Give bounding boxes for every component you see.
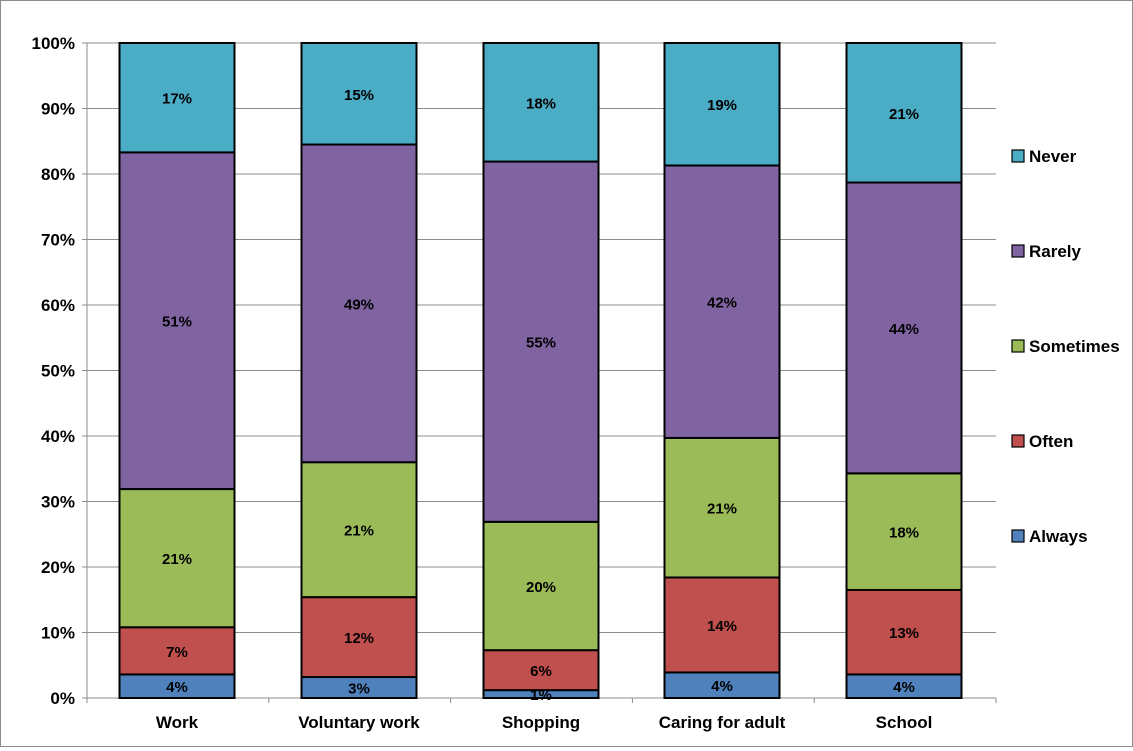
bars: 4% 7% 21% 51% 17% 3% 12% 21% 49% 15% 1% 6% 20% 55% 18%… (118, 42, 963, 704)
data-label: 21% (889, 106, 919, 123)
data-label: 19% (707, 97, 737, 114)
data-label: 17% (162, 91, 192, 108)
bar-segment-often (663, 576, 781, 674)
y-tick-label: 20% (41, 558, 75, 577)
bar-segment-often (482, 649, 600, 692)
data-label: 4% (893, 679, 915, 696)
bar-segment-often (300, 596, 418, 679)
bar-segment-rarely (845, 181, 963, 475)
bar-segment-sometimes (845, 472, 963, 591)
data-label: 51% (162, 314, 192, 331)
data-label: 21% (162, 551, 192, 568)
y-tick-label: 50% (41, 362, 75, 381)
legend-swatch-always (1011, 529, 1025, 543)
data-label: 18% (889, 525, 919, 542)
legend-swatch-rarely (1011, 244, 1025, 258)
data-label: 4% (166, 679, 188, 696)
data-label: 4% (711, 678, 733, 695)
x-tick-label: School (876, 713, 933, 732)
bar-segment-sometimes (300, 461, 418, 599)
data-label: 6% (530, 663, 552, 680)
legend-swatch-never (1011, 149, 1025, 163)
y-tick-label: 80% (41, 165, 75, 184)
y-tick-label: 40% (41, 427, 75, 446)
bar-segment-never (300, 42, 418, 146)
legend-label-sometimes: Sometimes (1029, 337, 1120, 356)
x-tick-label: Caring for adult (659, 713, 786, 732)
data-label: 7% (166, 644, 188, 661)
bar-segment-never (845, 42, 963, 184)
y-tick-label: 30% (41, 493, 75, 512)
data-label: 20% (526, 579, 556, 596)
legend-label-rarely: Rarely (1029, 242, 1082, 261)
y-tick-label: 10% (41, 624, 75, 643)
data-label: 42% (707, 295, 737, 312)
x-tick-label: Voluntary work (298, 713, 420, 732)
bar-segment-sometimes (118, 488, 236, 629)
data-label: 3% (348, 681, 370, 698)
data-label: 18% (526, 95, 556, 112)
x-tick-label: Shopping (502, 713, 580, 732)
data-label: 12% (344, 630, 374, 647)
data-label: 21% (707, 501, 737, 518)
data-label: 21% (344, 523, 374, 540)
data-label: 49% (344, 296, 374, 313)
bar-segment-sometimes (663, 436, 781, 579)
data-label: 15% (344, 87, 374, 104)
y-tick-label: 90% (41, 100, 75, 119)
bar-segment-often (118, 626, 236, 676)
legend-label-always: Always (1029, 527, 1088, 546)
bar-segment-never (482, 42, 600, 163)
data-label: 13% (889, 625, 919, 642)
bar-segment-rarely (482, 160, 600, 523)
data-label: 55% (526, 335, 556, 352)
bar-segment-never (118, 42, 236, 154)
legend-label-often: Often (1029, 432, 1073, 451)
bar-segment-never (663, 42, 781, 167)
legend-label-never: Never (1029, 147, 1077, 166)
bar-segment-always (663, 671, 781, 700)
data-label: 44% (889, 321, 919, 338)
bar-segment-often (845, 588, 963, 676)
x-tick-label: Work (156, 713, 199, 732)
legend: Never Rarely Sometimes Often Always (1011, 147, 1120, 546)
legend-swatch-sometimes (1011, 339, 1025, 353)
data-label: 1% (530, 687, 552, 704)
data-label: 14% (707, 618, 737, 635)
legend-swatch-often (1011, 434, 1025, 448)
bar-segment-sometimes (482, 520, 600, 652)
y-tick-label: 60% (41, 296, 75, 315)
bar-segment-rarely (300, 143, 418, 464)
y-tick-label: 70% (41, 231, 75, 250)
y-tick-label: 0% (50, 689, 75, 708)
y-tick-label: 100% (32, 34, 75, 53)
